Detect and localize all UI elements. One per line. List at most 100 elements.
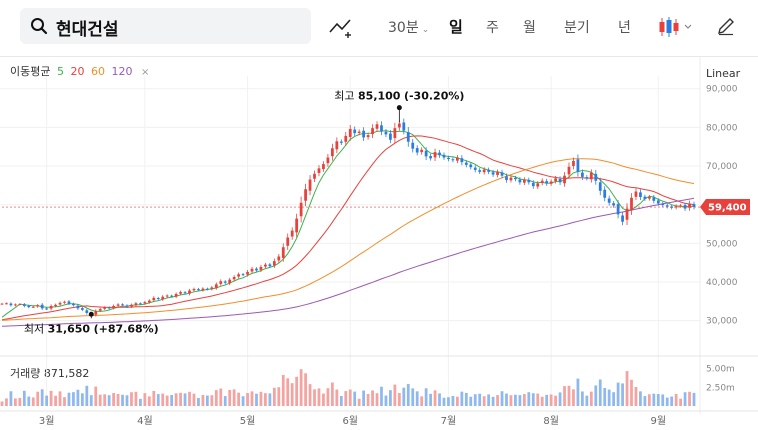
volume-bar [322, 393, 325, 406]
volume-bar [125, 395, 129, 406]
volume-bar [330, 382, 334, 406]
candle-body [67, 301, 71, 304]
candle-body [161, 296, 165, 300]
candle-body [259, 266, 263, 270]
candle-body [63, 301, 66, 303]
close-icon[interactable]: × [140, 67, 150, 78]
candle-body [264, 264, 267, 267]
volume-axis-tick: 5.00m [706, 365, 735, 375]
candle-body [174, 293, 178, 297]
volume-bar [522, 394, 526, 406]
candle-body [581, 172, 584, 177]
candle-body [98, 309, 102, 311]
candle-body [661, 203, 665, 206]
volume-bar [259, 391, 263, 406]
candle-body [674, 206, 678, 208]
candle-body [679, 205, 682, 207]
volume-bar [469, 396, 473, 406]
period-quarter-tab[interactable]: 분기 [564, 20, 590, 36]
volume-bar [281, 374, 285, 406]
candle-body [45, 308, 49, 310]
volume-bar [147, 396, 151, 406]
candle-body [330, 148, 334, 157]
candle-body [625, 208, 629, 220]
volume-bar [210, 395, 214, 406]
candle-body [54, 304, 57, 307]
candle-body [49, 305, 53, 309]
volume-bar [219, 388, 223, 406]
current-price-label: 59,400 [708, 203, 747, 214]
candle-body [112, 305, 115, 308]
volume-bar [518, 395, 522, 406]
volume-bar [134, 391, 138, 406]
volume-bar [509, 395, 513, 406]
volume-bar [192, 393, 196, 406]
volume-bar [536, 393, 540, 406]
candle-body [540, 180, 544, 184]
candle-body [241, 274, 245, 276]
month-label: 9월 [651, 415, 667, 427]
candle-body [27, 305, 31, 308]
period-30min-dropdown[interactable]: 30분 ⌄ [388, 17, 429, 37]
moving-average-legend[interactable]: 이동평균 5 20 60 120 × [10, 63, 152, 79]
volume-bar [406, 383, 410, 406]
price-chart[interactable]: 30,00040,00050,00060,00070,00080,00090,0… [0, 56, 758, 430]
candle-body [424, 150, 428, 157]
volume-bar [576, 378, 580, 406]
volume-bar [40, 389, 44, 406]
candlestick-type-icon[interactable] [658, 15, 694, 39]
scale-mode-toggle[interactable]: Linear [706, 67, 741, 80]
candle-body [487, 169, 491, 172]
volume-bar [197, 397, 200, 406]
period-week-tab[interactable]: 주 [486, 20, 499, 36]
pencil-icon[interactable] [716, 16, 736, 36]
ma60-label: 60 [90, 65, 105, 78]
volume-bar [103, 394, 107, 406]
volume-bar [308, 384, 312, 406]
volume-bar [585, 395, 589, 406]
candle-body [411, 142, 415, 149]
candle-body [205, 288, 209, 290]
period-day-tab[interactable]: 일 [449, 18, 463, 36]
candle-body [505, 176, 508, 180]
volume-bar [451, 396, 455, 406]
candle-body [589, 172, 593, 180]
candle-body [40, 304, 44, 309]
current-price-badge [700, 199, 750, 216]
candle-body [634, 191, 638, 197]
candle-body [433, 152, 437, 158]
high-label: 최고 85,100 (-30.20%) [334, 90, 464, 103]
candle-body [130, 304, 133, 307]
candle-body [192, 288, 196, 291]
volume-bar [460, 391, 464, 406]
candle-body [272, 261, 276, 266]
stock-search-box[interactable]: 현대건설 [20, 8, 311, 44]
moving-average-lines [1, 130, 695, 327]
volume-bar [18, 397, 22, 406]
volume-bar [45, 395, 49, 406]
volume-bar [366, 393, 370, 406]
volume-bar [442, 397, 446, 406]
search-query: 현대건설 [56, 20, 119, 40]
trend-line-add-icon[interactable] [329, 16, 355, 38]
candle-body [237, 274, 241, 277]
volume-bar [598, 379, 602, 406]
month-label: 6월 [342, 415, 358, 427]
volume-bar [455, 396, 459, 406]
candle-body [563, 175, 566, 184]
period-year-tab[interactable]: 년 [618, 20, 631, 36]
candle-body [210, 287, 214, 290]
candle-body [183, 292, 187, 294]
ma5-label: 5 [56, 65, 64, 78]
volume-bar [652, 393, 656, 406]
volume-bar [286, 378, 290, 406]
volume-bar [264, 393, 267, 406]
period-month-tab[interactable]: 월 [523, 20, 536, 36]
candle-body [344, 135, 348, 142]
candle-body [22, 304, 26, 306]
volume-bar [464, 392, 468, 406]
volume-bar [237, 392, 241, 406]
month-label: 8월 [543, 415, 559, 427]
volume-bar [205, 395, 209, 406]
volume-bar [375, 393, 379, 406]
